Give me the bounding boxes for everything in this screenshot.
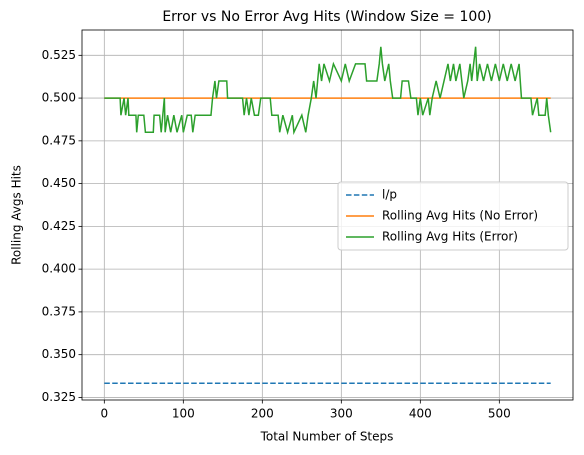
y-tick-label: 0.450 (42, 176, 76, 190)
y-tick-label: 0.350 (42, 347, 76, 361)
x-tick-label: 400 (409, 407, 432, 421)
y-tick-label: 0.425 (42, 219, 76, 233)
x-axis-label: Total Number of Steps (260, 430, 394, 444)
plot-frame (81, 29, 574, 401)
y-tick-label: 0.525 (42, 48, 76, 62)
legend-box (337, 181, 569, 251)
legend-label: Rolling Avg Hits (Error) (382, 230, 518, 244)
y-tick-label: 0.475 (42, 133, 76, 147)
x-tick-label: 200 (251, 407, 274, 421)
y-tick-label: 0.325 (42, 390, 76, 404)
series-line (104, 46, 552, 136)
y-tick-label: 0.500 (42, 91, 76, 105)
legend: l/p Rolling Avg Hits (No Error) Rolling Av… (337, 181, 569, 251)
y-tick-label: 0.375 (42, 304, 76, 318)
x-tick-label: 0 (100, 407, 108, 421)
x-tick-label: 100 (172, 407, 195, 421)
chart-title: Error vs No Error Avg Hits (Window Size … (162, 9, 491, 25)
x-tick-label: 300 (330, 407, 353, 421)
x-tick-label: 500 (488, 407, 511, 421)
y-tick-label: 0.400 (42, 262, 76, 276)
legend-label: l/p (382, 188, 397, 202)
y-axis-label: Rolling Avgs Hits (10, 165, 24, 265)
legend-label: Rolling Avg Hits (No Error) (382, 209, 538, 223)
